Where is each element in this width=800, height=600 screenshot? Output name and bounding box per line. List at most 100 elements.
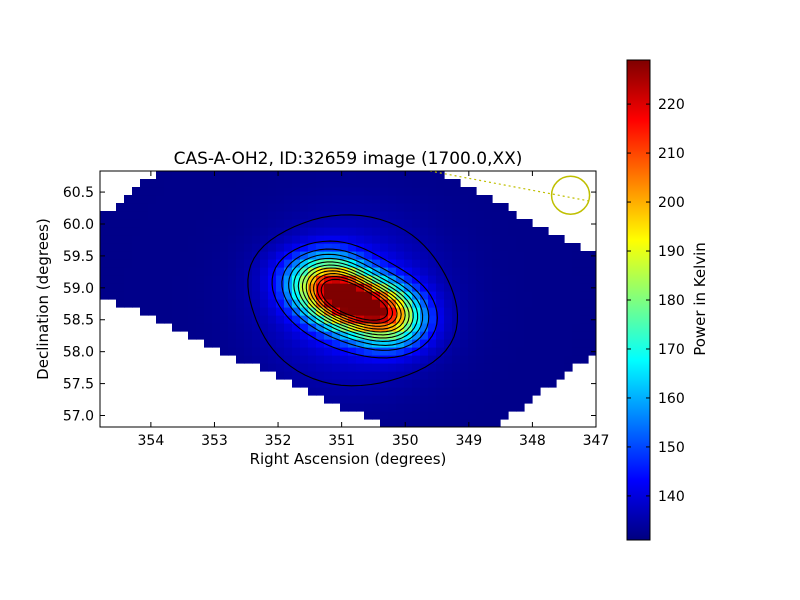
image-pixel xyxy=(380,243,389,252)
image-pixel xyxy=(556,299,565,308)
image-pixel xyxy=(380,379,389,388)
image-pixel xyxy=(156,227,165,236)
image-pixel xyxy=(364,243,373,252)
image-pixel xyxy=(100,235,109,244)
image-pixel xyxy=(492,387,501,396)
image-pixel xyxy=(244,227,253,236)
image-pixel xyxy=(388,379,397,388)
image-pixel xyxy=(484,235,493,244)
image-pixel xyxy=(532,275,541,284)
image-pixel xyxy=(188,187,197,196)
image-pixel xyxy=(372,227,381,236)
image-pixel xyxy=(372,283,381,292)
image-pixel xyxy=(516,267,525,276)
image-pixel xyxy=(292,251,301,260)
image-pixel xyxy=(340,179,349,188)
image-pixel xyxy=(132,283,141,292)
image-pixel xyxy=(300,203,309,212)
image-pixel xyxy=(300,235,309,244)
image-pixel xyxy=(484,251,493,260)
image-pixel xyxy=(476,267,485,276)
image-pixel xyxy=(476,243,485,252)
image-pixel xyxy=(524,347,533,356)
image-pixel xyxy=(412,187,421,196)
image-pixel xyxy=(428,411,437,420)
image-pixel xyxy=(188,299,197,308)
image-pixel xyxy=(108,259,117,268)
image-pixel xyxy=(316,283,325,292)
image-pixel xyxy=(444,339,453,348)
image-pixel xyxy=(276,179,285,188)
image-pixel xyxy=(300,315,309,324)
image-pixel xyxy=(420,243,429,252)
image-pixel xyxy=(116,299,125,308)
image-pixel xyxy=(468,299,477,308)
image-pixel xyxy=(228,299,237,308)
image-pixel xyxy=(540,323,549,332)
image-pixel xyxy=(308,195,317,204)
contour-lines xyxy=(247,214,459,387)
image-pixel xyxy=(436,419,445,427)
image-pixel xyxy=(508,251,517,260)
image-pixel xyxy=(556,363,565,372)
image-pixel xyxy=(372,323,381,332)
image-pixel xyxy=(348,355,357,364)
image-pixel xyxy=(540,379,549,388)
image-pixel xyxy=(540,283,549,292)
image-pixel xyxy=(156,187,165,196)
image-pixel xyxy=(116,251,125,260)
image-pixel xyxy=(324,291,333,300)
image-pixel xyxy=(244,347,253,356)
image-pixel xyxy=(252,355,261,364)
image-pixel xyxy=(132,243,141,252)
image-pixel xyxy=(268,251,277,260)
contour-line xyxy=(288,253,424,346)
image-pixel xyxy=(444,299,453,308)
image-pixel xyxy=(244,259,253,268)
image-pixel xyxy=(412,227,421,236)
image-pixel xyxy=(412,243,421,252)
image-pixel xyxy=(292,307,301,316)
y-tick-label: 60.5 xyxy=(63,185,94,201)
image-pixel xyxy=(132,259,141,268)
image-pixel xyxy=(356,363,365,372)
image-pixel xyxy=(388,315,397,324)
image-pixel xyxy=(132,227,141,236)
image-pixel xyxy=(204,235,213,244)
image-pixel xyxy=(148,203,157,212)
image-pixel xyxy=(388,235,397,244)
image-pixel xyxy=(308,371,317,380)
image-pixel xyxy=(500,363,509,372)
image-pixel xyxy=(212,331,221,340)
image-pixel xyxy=(156,275,165,284)
image-pixel xyxy=(316,179,325,188)
image-pixel xyxy=(460,219,469,228)
image-pixel xyxy=(516,347,525,356)
image-pixel xyxy=(140,179,149,188)
contour-line xyxy=(247,214,459,387)
image-pixel xyxy=(540,331,549,340)
image-pixel xyxy=(300,331,309,340)
image-pixel xyxy=(364,227,373,236)
image-pixel xyxy=(220,299,229,308)
image-pixel xyxy=(476,379,485,388)
image-pixel xyxy=(284,363,293,372)
image-pixel xyxy=(284,203,293,212)
image-pixel xyxy=(420,187,429,196)
image-pixel xyxy=(484,291,493,300)
image-pixel xyxy=(220,195,229,204)
image-pixel xyxy=(460,395,469,404)
contour-line xyxy=(297,261,414,339)
image-pixel xyxy=(172,195,181,204)
image-pixel xyxy=(332,339,341,348)
image-pixel xyxy=(404,283,413,292)
image-pixel xyxy=(180,235,189,244)
image-pixel xyxy=(372,331,381,340)
image-pixel xyxy=(300,179,309,188)
image-pixel xyxy=(356,339,365,348)
y-tick-label: 58.0 xyxy=(63,345,94,361)
image-pixel xyxy=(396,371,405,380)
image-pixel xyxy=(476,227,485,236)
image-pixel xyxy=(252,307,261,316)
image-pixel xyxy=(228,267,237,276)
